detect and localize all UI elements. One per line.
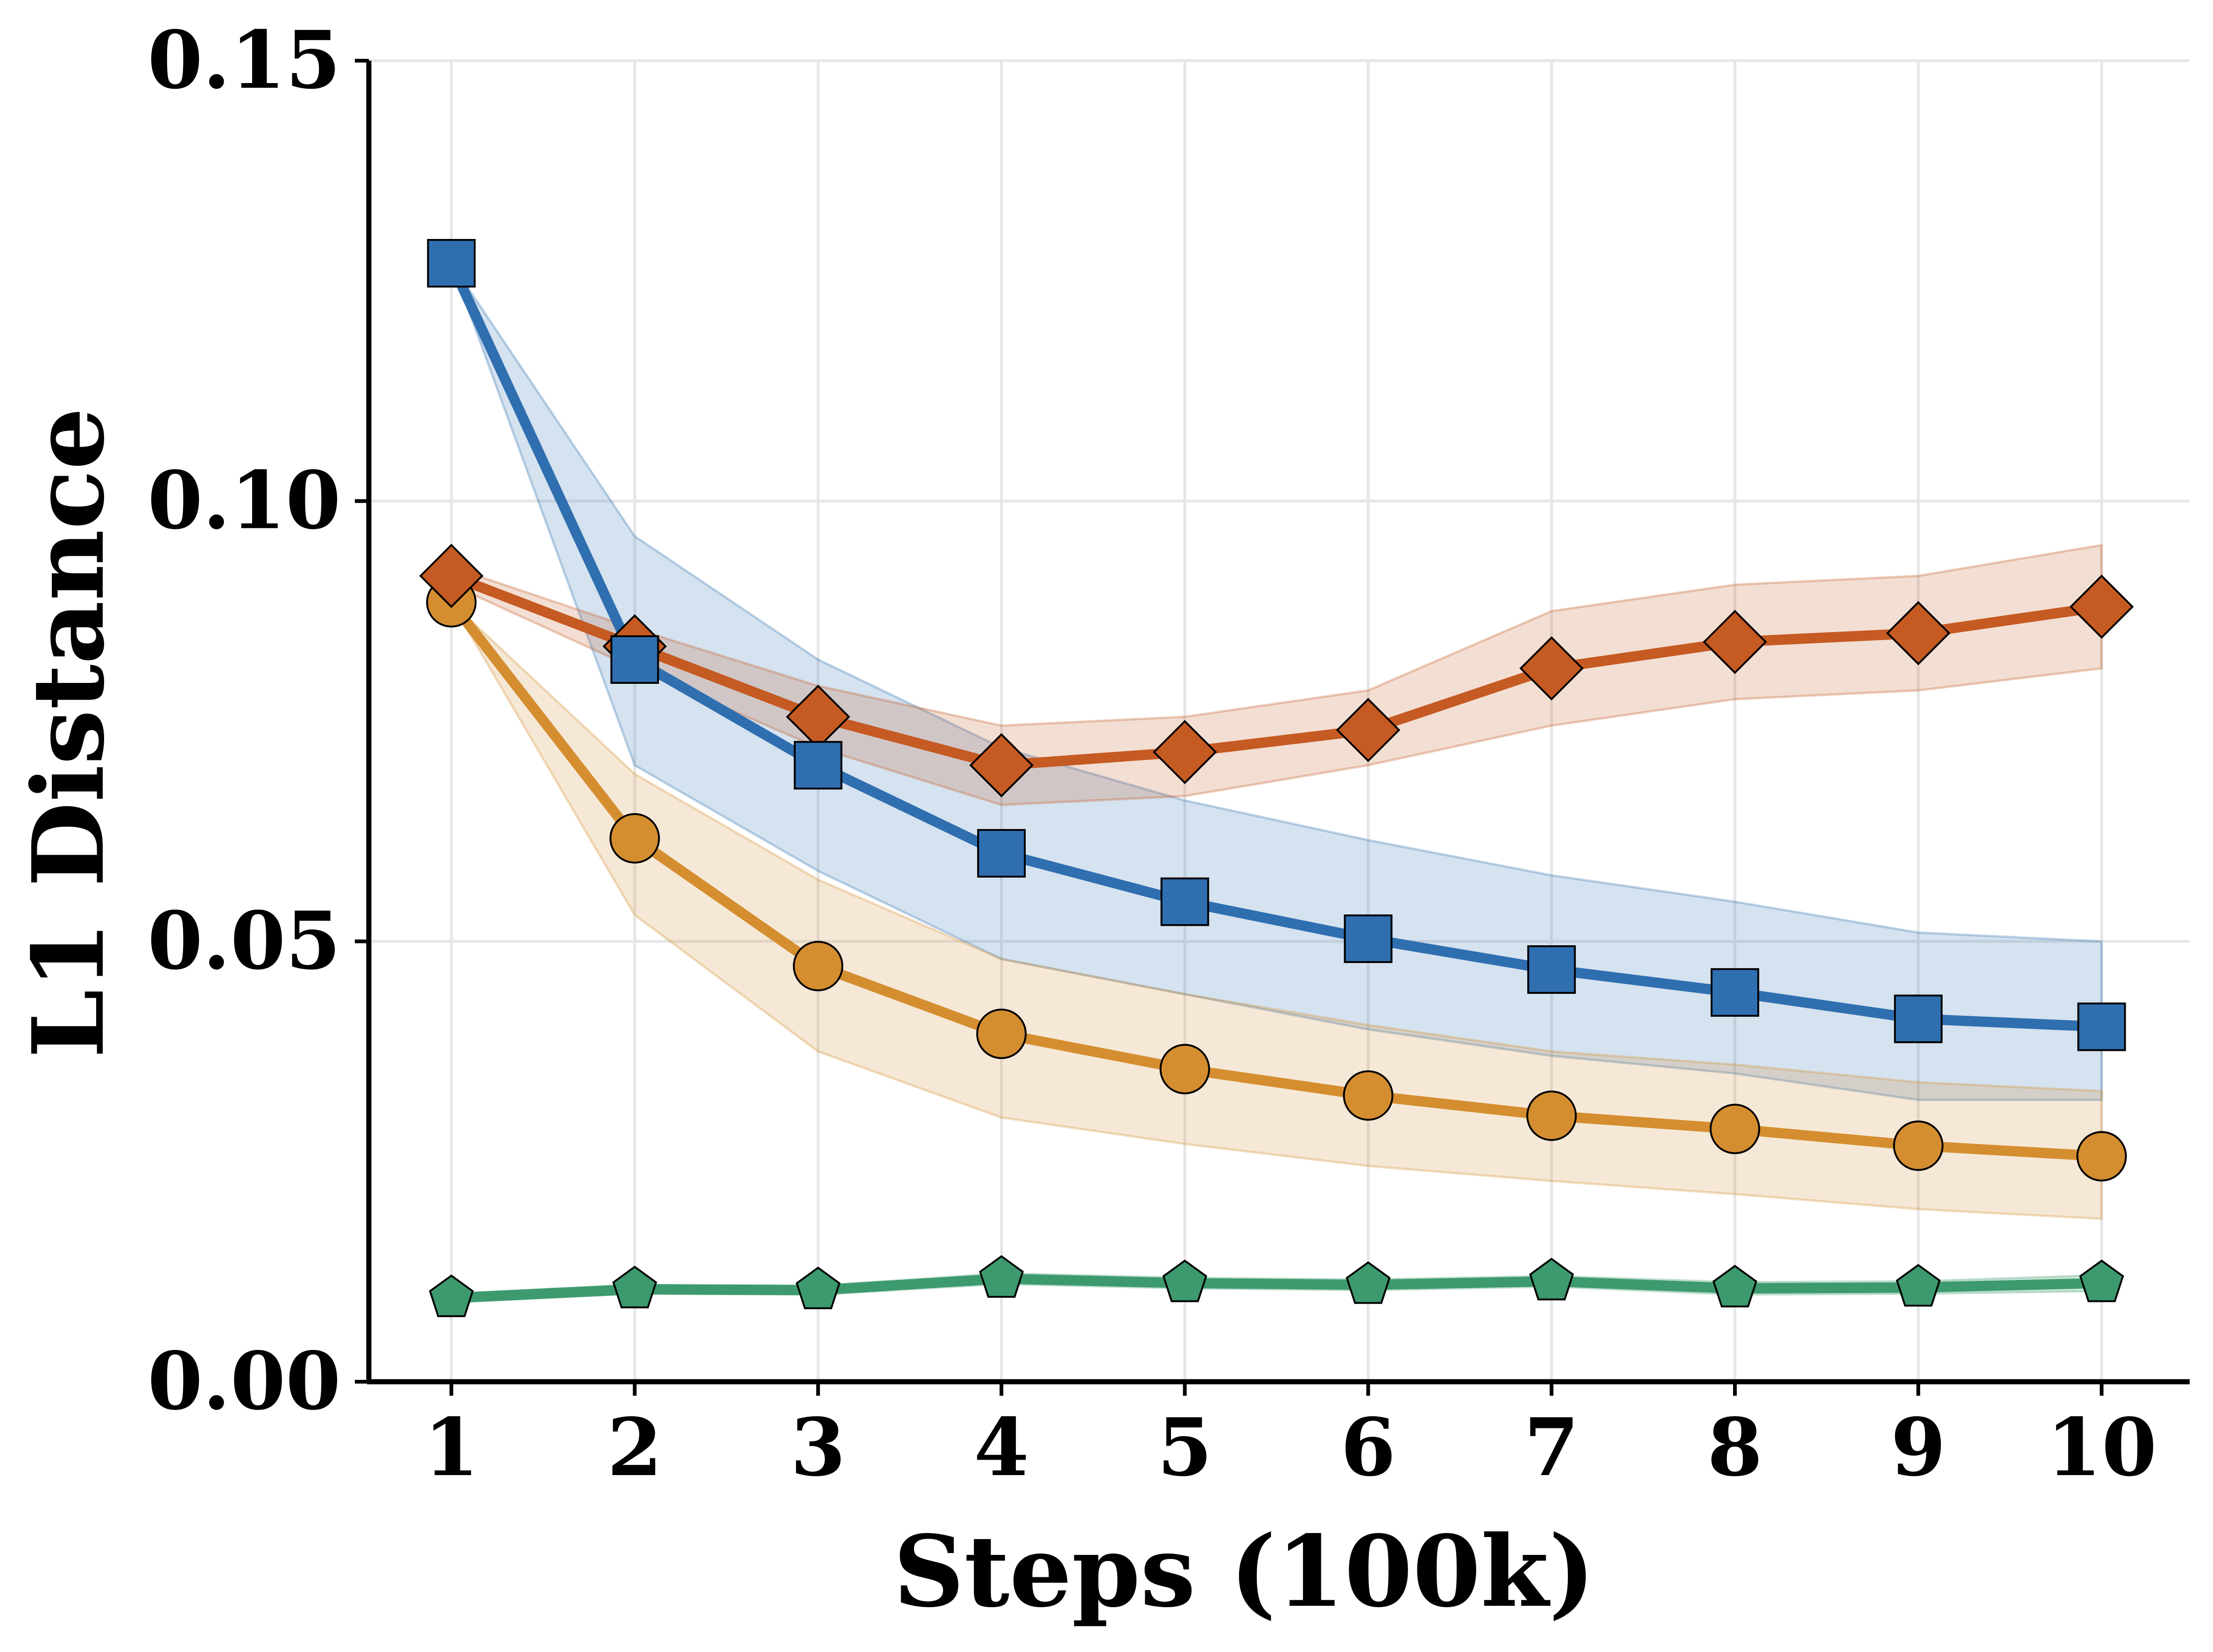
green-pentagon-point <box>612 1265 657 1308</box>
gold-circle-point <box>1343 1070 1394 1121</box>
x-tick-label: 6 <box>1340 1401 1395 1494</box>
gold-circle-point <box>609 813 660 864</box>
y-tick-label: 0.00 <box>148 1335 341 1428</box>
blue-square-point <box>427 239 476 288</box>
orange-diamond-point <box>419 543 484 608</box>
gold-circle-point <box>976 1008 1027 1059</box>
x-tick-label: 9 <box>1891 1401 1946 1494</box>
green-pentagon-point <box>1162 1259 1207 1302</box>
gold-circle-point <box>1893 1120 1944 1171</box>
green-pentagon-point <box>1346 1261 1391 1304</box>
blue-square-line <box>446 258 2107 1032</box>
green-pentagon-point <box>2079 1259 2124 1302</box>
gold-circle-line <box>446 597 2107 1162</box>
x-axis-label: Steps (100k) <box>893 1514 1595 1629</box>
green-pentagon-point <box>1712 1265 1757 1308</box>
orange-diamond-band <box>450 543 2103 806</box>
gold-circle-point <box>1159 1044 1210 1095</box>
series-lines <box>446 258 2107 1303</box>
x-tick-label: 2 <box>607 1401 662 1494</box>
blue-square-point <box>610 635 659 684</box>
blue-square-point <box>1160 877 1209 926</box>
x-tick-label: 10 <box>2046 1401 2157 1494</box>
x-tick-label: 3 <box>790 1401 846 1494</box>
series-markers <box>419 239 2134 1317</box>
orange-diamond-point <box>1152 720 1217 784</box>
orange-diamond-point <box>969 733 1034 798</box>
orange-diamond-line <box>446 570 2107 771</box>
blue-square-point <box>977 829 1026 878</box>
gold-circle-point <box>793 941 844 991</box>
orange-diamond-point <box>1703 610 1767 675</box>
x-tick-label: 7 <box>1524 1401 1579 1494</box>
confidence-bands <box>450 262 2103 1304</box>
blue-square-point <box>1527 945 1576 994</box>
green-pentagon-point <box>1896 1264 1941 1307</box>
x-tick-label: 8 <box>1707 1401 1762 1494</box>
y-tick-label: 0.15 <box>148 14 341 107</box>
x-tick-label: 5 <box>1157 1401 1212 1494</box>
y-tick-label: 0.05 <box>148 894 341 988</box>
gold-circle-point <box>1709 1104 1760 1154</box>
blue-square-point <box>2077 1002 2126 1051</box>
gold-circle-point <box>1526 1090 1577 1141</box>
blue-square-point <box>1344 914 1393 963</box>
blue-square-point <box>1710 968 1759 1017</box>
orange-diamond-point <box>1519 636 1584 701</box>
orange-diamond-point <box>1336 698 1401 762</box>
x-tick-label: 1 <box>424 1401 479 1494</box>
orange-diamond-point <box>2069 574 2134 639</box>
green-pentagon-point <box>796 1266 841 1309</box>
axes <box>355 59 2190 1396</box>
x-tick-label: 4 <box>974 1401 1029 1494</box>
green-pentagon-point <box>429 1274 474 1317</box>
blue-square-point <box>794 741 843 790</box>
orange-diamond-point <box>1886 601 1951 666</box>
blue-square-point <box>1894 994 1943 1043</box>
tick-labels: 0.00 0.05 0.10 0.15 1 2 3 4 5 6 7 8 9 10 <box>148 14 2157 1494</box>
y-tick-label: 0.10 <box>148 454 341 547</box>
y-axis-label: L1 Distance <box>11 408 126 1058</box>
green-pentagon-point <box>1529 1258 1574 1301</box>
green-pentagon-line <box>446 1273 2107 1303</box>
green-pentagon-point <box>979 1255 1024 1298</box>
gold-circle-point <box>2076 1131 2127 1182</box>
